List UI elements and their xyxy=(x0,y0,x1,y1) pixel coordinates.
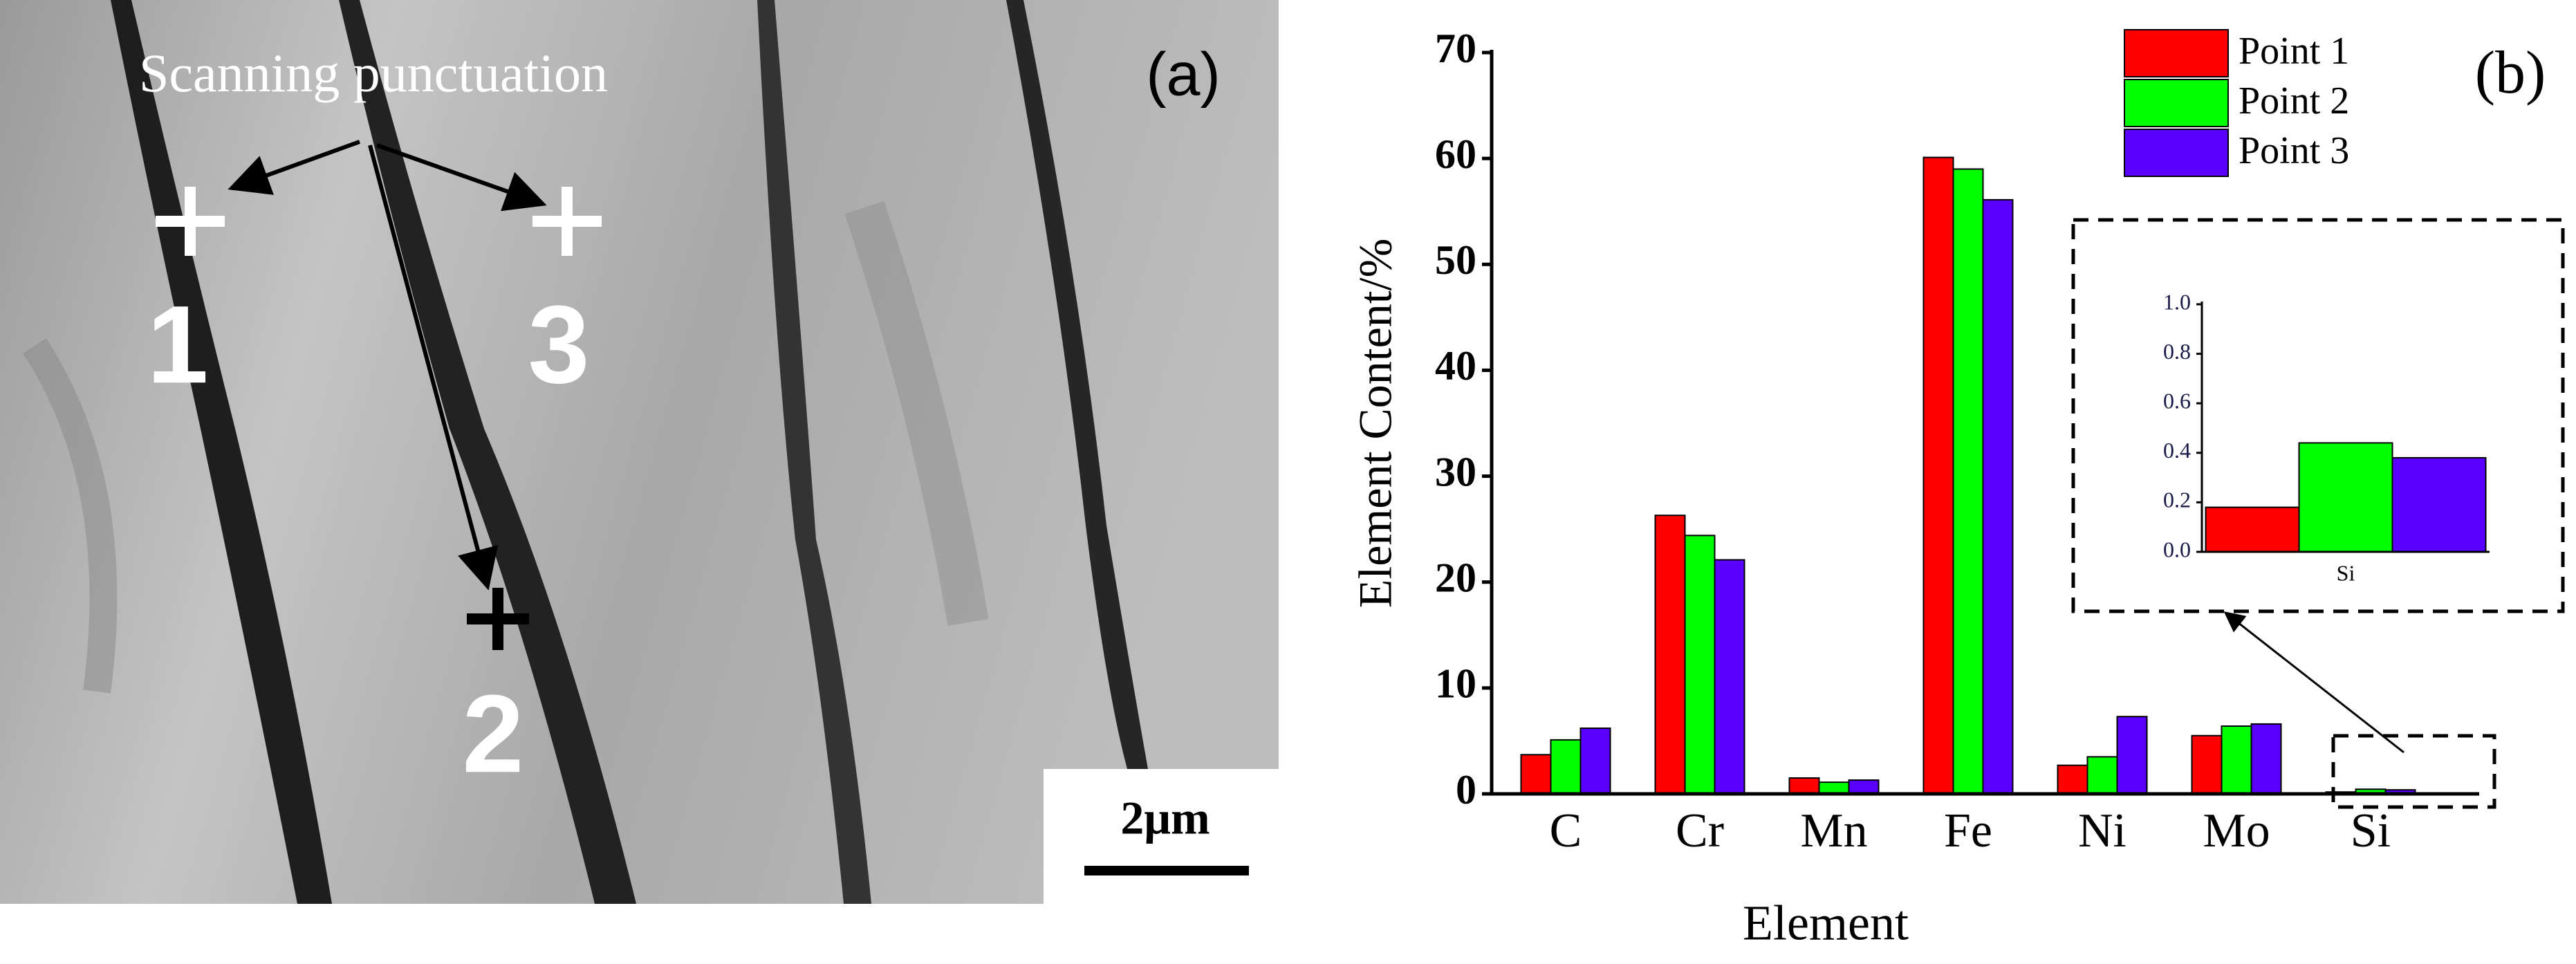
bar xyxy=(2250,723,2282,795)
bar xyxy=(1550,739,1582,795)
bar xyxy=(1579,727,1611,795)
panel-label: (b) xyxy=(2475,39,2546,106)
legend-swatch xyxy=(2124,79,2229,127)
bar xyxy=(2298,442,2393,553)
bar xyxy=(2116,716,2148,795)
legend-label: Point 1 xyxy=(2239,30,2349,73)
bar xyxy=(1982,198,2014,795)
scale-bar-label: 2μm xyxy=(1120,792,1210,844)
y-tick-label: 50 xyxy=(1435,237,1476,283)
annotation: Scanning punctuation xyxy=(139,43,608,103)
y-tick-label: 70 xyxy=(1435,26,1476,71)
bar xyxy=(1684,535,1716,795)
y-tick-label: 0.4 xyxy=(2163,438,2191,463)
y-axis-title: Element Content/% xyxy=(1349,239,1402,608)
y-tick-label: 30 xyxy=(1435,449,1476,494)
bar xyxy=(1788,777,1820,795)
bar xyxy=(1520,754,1552,795)
legend-label: Point 2 xyxy=(2239,80,2349,122)
y-tick-label: 0 xyxy=(1456,767,1476,813)
y-tick-label: 0.8 xyxy=(2163,339,2191,364)
bar xyxy=(1714,559,1745,795)
x-tick-label: Mn xyxy=(1800,804,1867,858)
bar xyxy=(2205,506,2300,553)
legend-swatch xyxy=(2124,129,2229,177)
bar xyxy=(1818,781,1850,795)
y-tick-label: 10 xyxy=(1435,661,1476,707)
bar xyxy=(2221,725,2252,795)
x-tick-label: C xyxy=(1550,804,1582,858)
y-tick-label: 0.2 xyxy=(2163,488,2191,512)
panel-label: (a) xyxy=(1146,39,1221,108)
bar xyxy=(1654,515,1686,795)
point-label: 1 xyxy=(147,282,209,406)
x-tick-label: Si xyxy=(2351,804,2391,858)
x-tick-label: Ni xyxy=(2078,804,2126,858)
legend-label: Point 3 xyxy=(2239,129,2349,172)
bar xyxy=(2191,734,2223,795)
x-tick-label: Si xyxy=(2337,560,2355,585)
y-tick-label: 0.6 xyxy=(2163,389,2191,414)
x-tick-label: Cr xyxy=(1676,804,1724,858)
y-tick-label: 0.0 xyxy=(2163,537,2191,562)
x-tick-label: Mo xyxy=(2203,804,2270,858)
zoom-box xyxy=(2331,734,2496,809)
x-axis-title: Element xyxy=(1743,896,1909,951)
bar xyxy=(1848,779,1880,795)
bar xyxy=(2086,756,2118,795)
x-tick-label: Fe xyxy=(1944,804,1992,858)
bar xyxy=(1952,168,1984,795)
bar xyxy=(2391,456,2487,553)
inset-frame xyxy=(2071,218,2565,613)
y-tick-label: 40 xyxy=(1435,343,1476,389)
y-tick-label: 20 xyxy=(1435,555,1476,600)
y-tick-label: 60 xyxy=(1435,131,1476,177)
bar xyxy=(1922,156,1954,795)
point-label: 2 xyxy=(463,671,524,795)
y-tick-label: 1.0 xyxy=(2163,289,2191,314)
legend-swatch xyxy=(2124,29,2229,77)
zoom-arrow xyxy=(2223,611,2404,754)
point-label: 3 xyxy=(528,282,590,406)
sem-image xyxy=(0,0,1279,904)
bar xyxy=(2057,764,2088,795)
